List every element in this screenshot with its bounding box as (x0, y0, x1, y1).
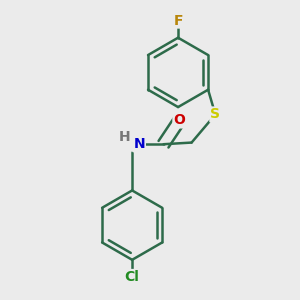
Text: F: F (173, 14, 183, 28)
Text: H: H (119, 130, 130, 144)
Text: N: N (133, 137, 145, 151)
Text: O: O (173, 113, 185, 128)
Text: S: S (210, 107, 220, 122)
Text: Cl: Cl (125, 270, 140, 284)
